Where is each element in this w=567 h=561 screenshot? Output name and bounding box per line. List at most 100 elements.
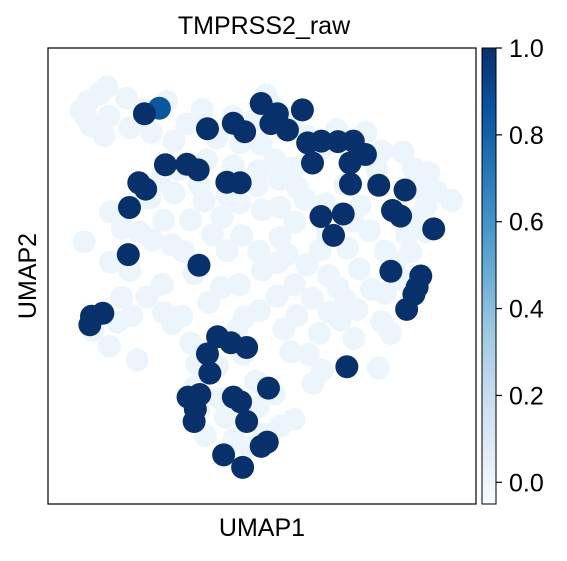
data-point	[151, 208, 175, 232]
data-point	[201, 222, 225, 246]
data-point	[275, 243, 299, 267]
data-point	[307, 321, 331, 345]
data-point	[300, 286, 324, 310]
colorbar: 0.0 0.2 0.4 0.6 0.8 1.0	[481, 35, 544, 505]
data-point	[212, 443, 236, 467]
data-point	[308, 238, 332, 262]
data-point	[301, 371, 325, 395]
data-point	[296, 342, 320, 366]
data-point	[422, 217, 446, 241]
colorbar-tick-label: 0.6	[509, 209, 544, 237]
data-point	[227, 273, 251, 297]
data-point	[342, 326, 366, 350]
data-point	[178, 208, 202, 232]
data-point	[301, 151, 324, 175]
data-point	[198, 361, 222, 385]
data-point	[265, 284, 289, 308]
data-point	[99, 250, 122, 274]
data-point	[134, 177, 158, 201]
x-axis-label: UMAP1	[219, 514, 305, 542]
data-point	[125, 348, 149, 372]
data-point	[115, 86, 139, 110]
data-point	[282, 407, 306, 431]
data-point	[91, 301, 115, 325]
data-point	[439, 189, 463, 213]
colorbar-tick-label: 0.8	[509, 122, 544, 150]
data-point	[190, 98, 214, 122]
data-point	[367, 173, 391, 197]
data-point	[182, 410, 206, 434]
data-point	[389, 204, 413, 228]
data-point	[116, 243, 140, 267]
data-point	[309, 129, 333, 153]
data-point	[328, 308, 352, 332]
plot-area	[47, 47, 477, 505]
data-point	[110, 216, 134, 240]
data-point	[395, 297, 419, 321]
scatter-points	[69, 75, 463, 479]
data-point	[326, 276, 350, 300]
data-point	[228, 171, 252, 195]
data-point	[370, 310, 394, 334]
data-point	[139, 120, 163, 144]
data-point	[331, 202, 355, 226]
data-point	[195, 342, 219, 366]
data-point	[322, 223, 346, 247]
data-point	[187, 253, 211, 277]
data-point	[132, 102, 156, 126]
data-point	[74, 105, 98, 129]
data-point	[186, 158, 210, 182]
data-point	[279, 340, 303, 364]
data-point	[231, 455, 255, 479]
data-point	[295, 253, 319, 277]
data-point	[72, 230, 96, 254]
data-point	[249, 132, 273, 156]
data-point	[265, 102, 289, 126]
data-point	[233, 120, 257, 144]
data-point	[162, 181, 186, 205]
data-point	[268, 195, 292, 219]
data-point	[215, 239, 239, 263]
data-point	[97, 104, 121, 128]
data-point	[135, 285, 159, 309]
data-point	[283, 273, 307, 297]
colorbar-tick-label: 0.4	[509, 296, 544, 324]
data-point	[256, 376, 280, 400]
plot-frame	[47, 47, 477, 505]
colorbar-tick-label: 1.0	[509, 35, 544, 63]
data-point	[210, 205, 234, 229]
data-point	[213, 405, 237, 429]
data-point	[235, 410, 259, 434]
data-point	[230, 223, 254, 247]
data-point	[179, 331, 203, 355]
data-point	[160, 312, 184, 336]
colorbar-ticks: 0.0 0.2 0.4 0.6 0.8 1.0	[496, 35, 544, 497]
data-point	[373, 239, 397, 263]
data-point	[263, 148, 287, 172]
data-point	[347, 257, 371, 281]
data-point	[393, 178, 417, 202]
colorbar-gradient	[481, 47, 497, 505]
y-axis-label: UMAP2	[14, 233, 42, 319]
data-point	[153, 153, 177, 177]
data-point	[92, 124, 116, 148]
data-point	[391, 140, 415, 164]
data-point	[221, 385, 245, 409]
data-point	[95, 75, 119, 99]
data-point	[338, 172, 362, 196]
data-point	[338, 151, 362, 175]
data-point	[235, 335, 259, 359]
data-point	[110, 285, 134, 309]
data-point	[175, 112, 199, 136]
data-point	[286, 176, 310, 200]
data-point	[247, 239, 271, 263]
chart-title: TMPRSS2_raw	[178, 12, 351, 40]
data-point	[345, 297, 369, 321]
data-point	[245, 174, 269, 198]
data-point	[150, 273, 174, 297]
data-point	[283, 210, 307, 234]
data-point	[97, 334, 121, 358]
data-point	[357, 219, 381, 243]
data-point	[359, 277, 383, 301]
colorbar-tick-label: 0.2	[509, 382, 544, 410]
